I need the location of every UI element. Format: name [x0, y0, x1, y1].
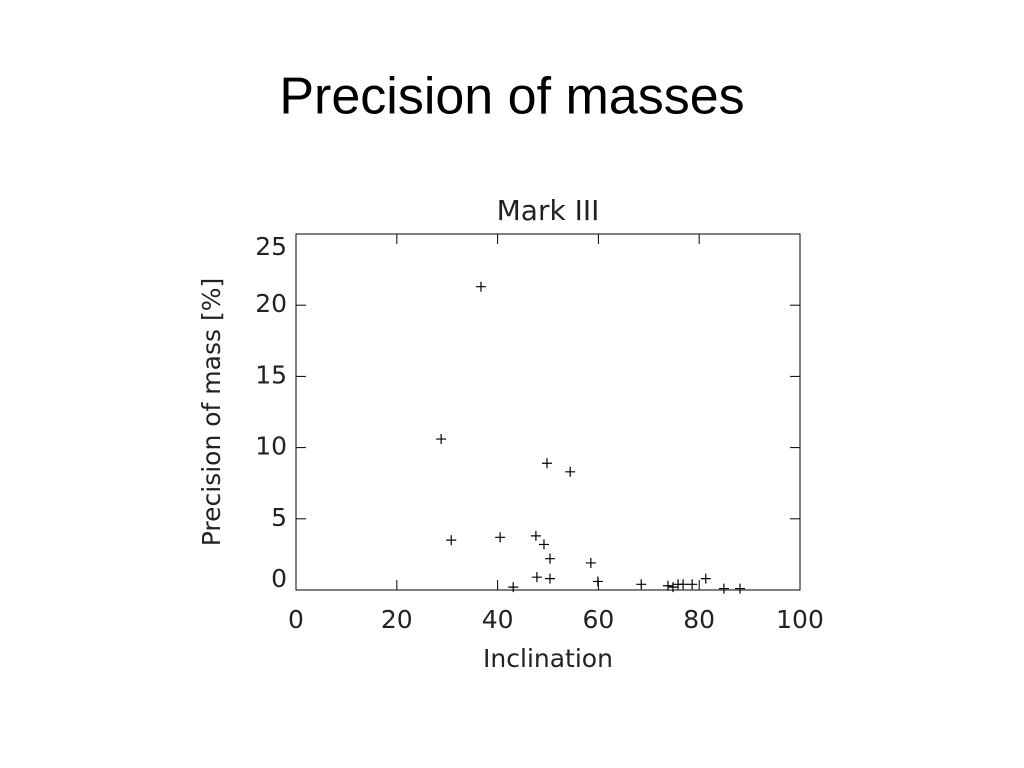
plot-frame [295, 233, 801, 591]
point [565, 466, 576, 477]
x-tick-label: 20 [381, 605, 413, 634]
point [662, 580, 673, 591]
y-tick-label: 5 [271, 503, 287, 532]
slide-title: Precision of masses [279, 68, 744, 126]
y-tick-label: 10 [255, 432, 287, 461]
point [636, 579, 647, 590]
point [475, 281, 486, 292]
point [585, 557, 596, 568]
point [667, 582, 678, 593]
point [530, 530, 541, 541]
point [700, 573, 711, 584]
point [446, 535, 457, 546]
x-tick-label: 40 [482, 605, 514, 634]
point [495, 532, 506, 543]
point [538, 539, 549, 550]
x-axis-label: Inclination [483, 644, 613, 673]
point [678, 579, 689, 590]
chart-title: Mark III [497, 194, 600, 227]
y-tick-label: 0 [271, 564, 287, 593]
y-tick-label: 25 [255, 232, 287, 261]
y-tick-label: 20 [255, 289, 287, 318]
point [508, 582, 519, 593]
point [592, 576, 603, 587]
point [541, 458, 552, 469]
x-tick-label: 100 [776, 605, 824, 634]
point [735, 583, 746, 594]
point [718, 583, 729, 594]
point [531, 572, 542, 583]
x-tick-label: 60 [582, 605, 614, 634]
y-axis-label: Precision of mass [%] [197, 278, 226, 546]
point [545, 553, 556, 564]
point [436, 434, 447, 445]
y-tick-label: 15 [255, 360, 287, 389]
point [545, 573, 556, 584]
x-tick-label: 0 [288, 605, 304, 634]
x-tick-label: 80 [683, 605, 715, 634]
point [687, 579, 698, 590]
